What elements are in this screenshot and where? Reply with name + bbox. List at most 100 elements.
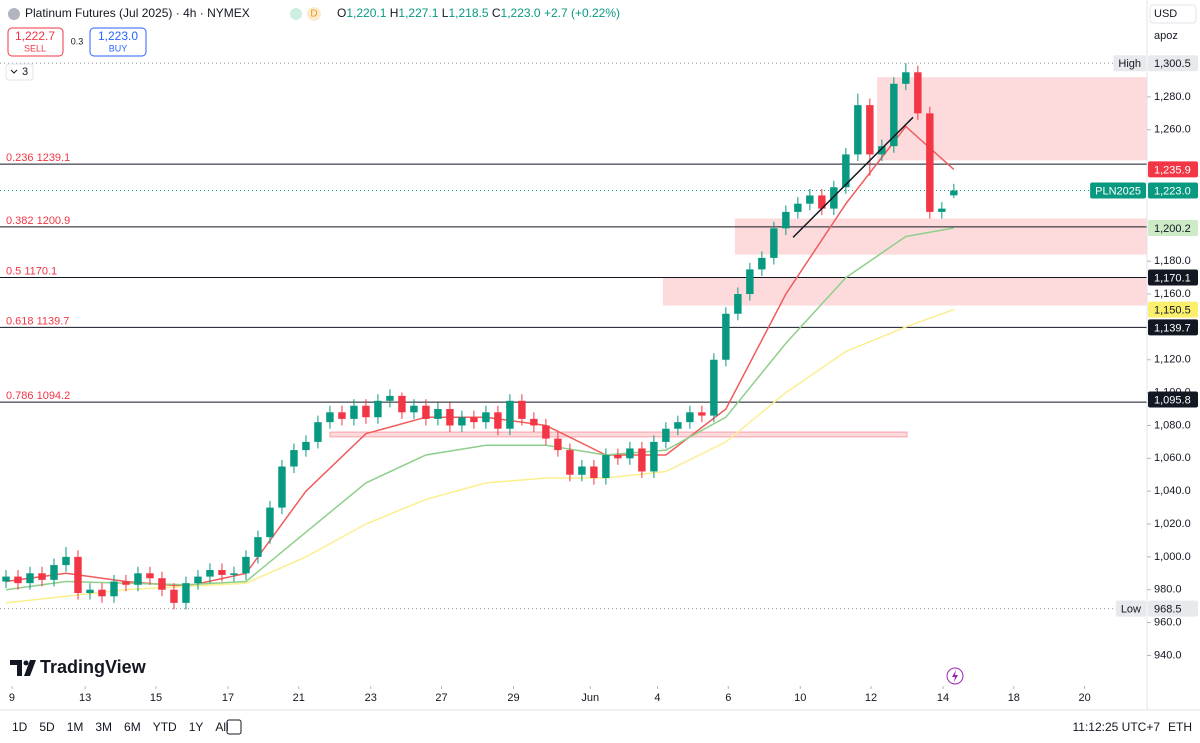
candle-body <box>434 409 442 419</box>
caption-bg <box>1115 600 1146 617</box>
price-zone <box>329 431 908 438</box>
candle-body <box>854 105 862 155</box>
logo-dot <box>23 660 29 666</box>
clock: 11:12:25 UTC+7 <box>1073 720 1161 734</box>
y-tick-label: 940.0 <box>1154 649 1182 661</box>
moving-average <box>5 308 955 604</box>
candle-body <box>74 556 82 594</box>
y-tick-label: 960.0 <box>1154 616 1182 628</box>
session[interactable]: ETH <box>1168 720 1192 734</box>
candle-body <box>686 412 694 423</box>
candle-body <box>386 395 394 401</box>
calendar-icon[interactable] <box>226 719 242 735</box>
price-tag-label: 1,170.1 <box>1154 272 1191 284</box>
range-button[interactable]: 1D <box>12 720 28 734</box>
range-button[interactable]: 1Y <box>189 720 204 734</box>
fib-label: 0.786 1094.2 <box>6 390 70 402</box>
price-tag-label: 1,223.0 <box>1154 185 1191 197</box>
buy-price: 1,223.0 <box>98 29 138 43</box>
currency[interactable]: USD <box>1154 8 1177 20</box>
moving-average <box>5 227 954 591</box>
visibility-icon[interactable] <box>290 8 302 20</box>
candle-body <box>566 450 574 475</box>
y-tick-label: 1,080.0 <box>1154 419 1191 431</box>
candle-body <box>830 187 838 209</box>
candle-body <box>446 409 454 426</box>
range-button[interactable]: 1M <box>67 720 84 734</box>
y-tick-label: 1,060.0 <box>1154 452 1191 464</box>
sell-label: SELL <box>24 43 46 53</box>
price-tag-label: 968.5 <box>1154 604 1182 616</box>
sell-price: 1,222.7 <box>15 29 55 43</box>
fib-label: 0.236 1239.1 <box>6 152 70 164</box>
logo-mark <box>10 660 36 676</box>
candle-body <box>338 412 346 419</box>
caption-bg <box>1113 55 1146 72</box>
candle-body <box>902 72 910 84</box>
ohlc-value: 1,227.1 <box>398 6 438 20</box>
range-button[interactable]: 5D <box>39 720 55 734</box>
x-tick-label: 10 <box>794 692 806 704</box>
badge: D <box>310 9 317 20</box>
x-tick-label: 21 <box>293 692 305 704</box>
price-tag-caption: Low <box>1121 604 1141 616</box>
range-button[interactable]: All <box>215 720 228 734</box>
candle-body <box>590 466 598 479</box>
candle-body <box>422 405 430 419</box>
scale-mode[interactable]: apoz <box>1154 30 1178 42</box>
fib-label: 0.5 1170.1 <box>6 265 57 277</box>
range-button[interactable]: 6M <box>124 720 141 734</box>
price-tag <box>1148 161 1198 178</box>
ohlc-key: O <box>337 6 346 20</box>
candle-body <box>26 573 34 584</box>
bolt <box>952 670 958 682</box>
y-tick-label: 1,000.0 <box>1154 551 1191 563</box>
indicators-toggle[interactable] <box>5 63 34 81</box>
x-tick-label: 23 <box>365 692 377 704</box>
candle-body <box>98 589 106 597</box>
candle-body <box>230 573 238 575</box>
plot-area: 0.236 1239.1 0.382 1200.9 0.5 1170.1 0.618 … <box>0 62 1147 610</box>
candle-body <box>722 313 730 360</box>
buy-button[interactable] <box>89 27 147 57</box>
y-tick-label: 1,120.0 <box>1154 354 1191 366</box>
candle-body <box>542 425 550 439</box>
candle-body <box>746 269 754 295</box>
candle-body <box>782 211 790 229</box>
sell-button[interactable] <box>7 27 64 57</box>
indicators-count: 3 <box>22 66 28 78</box>
candle-body <box>470 417 478 423</box>
candle-body <box>662 428 670 442</box>
x-tick-label: Jun <box>581 692 599 704</box>
ohlc-value: 1,223.0 <box>501 6 541 20</box>
candle-body <box>326 412 334 423</box>
candle-body <box>554 438 562 451</box>
ohlc-key: L <box>442 6 449 20</box>
candle-body <box>806 195 814 204</box>
x-tick-label: 14 <box>937 692 949 704</box>
price-tag-label: 1,139.7 <box>1154 322 1191 334</box>
y-tick-label: 1,020.0 <box>1154 518 1191 530</box>
price-zone <box>662 277 1147 306</box>
chevron <box>10 69 18 74</box>
range-button[interactable]: YTD <box>153 720 177 734</box>
price-tag-label: 1,300.5 <box>1154 58 1191 70</box>
x-tick-label: 18 <box>1008 692 1020 704</box>
candle-body <box>14 576 22 584</box>
range-button[interactable]: 3M <box>95 720 112 734</box>
price-tag <box>1148 319 1198 336</box>
candle-body <box>362 405 370 418</box>
candle-body <box>506 400 514 429</box>
price-tag-label: 1,200.2 <box>1154 223 1191 235</box>
candle-body <box>866 105 874 155</box>
currency-selector[interactable] <box>1149 4 1197 24</box>
ohlc-value: 1,218.5 <box>448 6 488 20</box>
candle-body <box>134 573 142 585</box>
candle-body <box>110 581 118 597</box>
candle-body <box>218 570 226 575</box>
candle-body <box>578 466 586 475</box>
candle-body <box>146 573 154 579</box>
spread: 0.3 <box>71 36 84 46</box>
candle-body <box>206 570 214 577</box>
